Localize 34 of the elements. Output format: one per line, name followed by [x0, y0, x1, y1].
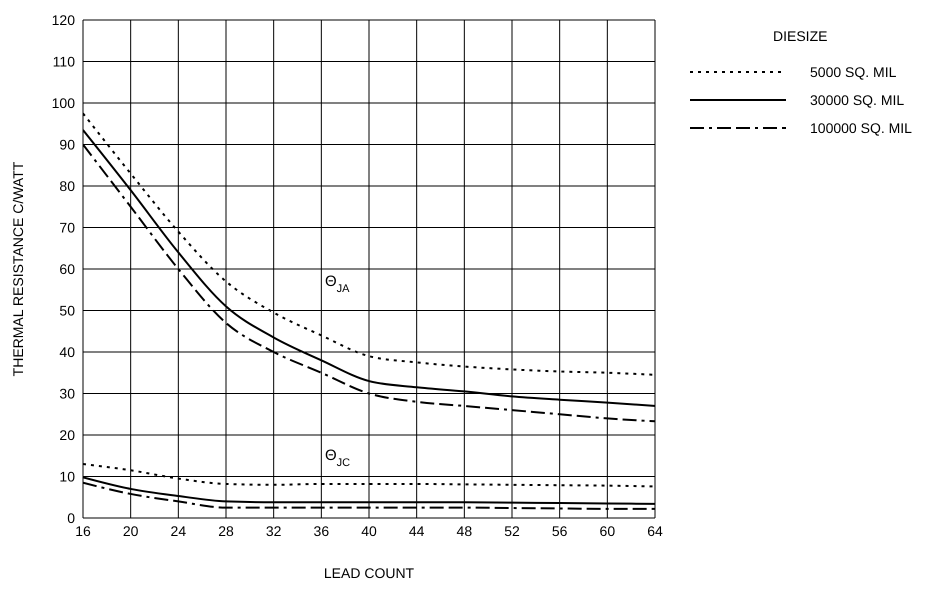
x-tick-label: 56	[552, 522, 568, 539]
legend-title: DIESIZE	[773, 28, 828, 44]
x-tick-label: 60	[600, 522, 616, 539]
annotation: Θ$_{JC}$	[325, 447, 350, 469]
y-tick-label: 50	[59, 302, 76, 318]
y-tick-label: 0	[67, 510, 76, 526]
y-tick-label: 20	[59, 426, 76, 443]
y-tick-label: 60	[59, 260, 76, 277]
y-tick-label: 80	[59, 178, 76, 194]
x-tick-label: 36	[314, 522, 330, 539]
y-tick-label: 30	[59, 385, 76, 402]
x-tick-label: 52	[504, 522, 520, 539]
y-tick-label: 40	[59, 344, 76, 360]
x-axis-title: LEAD COUNT	[324, 565, 415, 581]
text: 5000 SQ. MIL	[810, 64, 896, 80]
y-axis-title: THERMAL RESISTANCE C/WATT	[10, 161, 26, 376]
x-tick-label: 44	[408, 522, 425, 539]
text: 100000 SQ. MIL	[810, 120, 912, 136]
y-tick-label: 100	[52, 94, 76, 111]
x-tick-label: 48	[456, 522, 472, 539]
y-tick-label: 120	[52, 12, 76, 28]
y-tick-label: 70	[59, 219, 76, 236]
annotation: Θ$_{JA}$	[325, 273, 350, 295]
y-tick-label: 110	[52, 53, 76, 70]
x-tick-label: 64	[647, 522, 663, 539]
x-tick-label: 20	[122, 522, 139, 539]
y-tick-label: 90	[59, 136, 76, 152]
x-tick-label: 24	[170, 522, 186, 539]
x-tick-label: 16	[75, 522, 91, 539]
y-tick-label: 10	[59, 468, 76, 484]
x-tick-label: 32	[266, 522, 282, 539]
x-tick-label: 28	[218, 522, 234, 539]
text: 30000 SQ. MIL	[810, 92, 904, 108]
x-tick-label: 40	[361, 522, 377, 539]
